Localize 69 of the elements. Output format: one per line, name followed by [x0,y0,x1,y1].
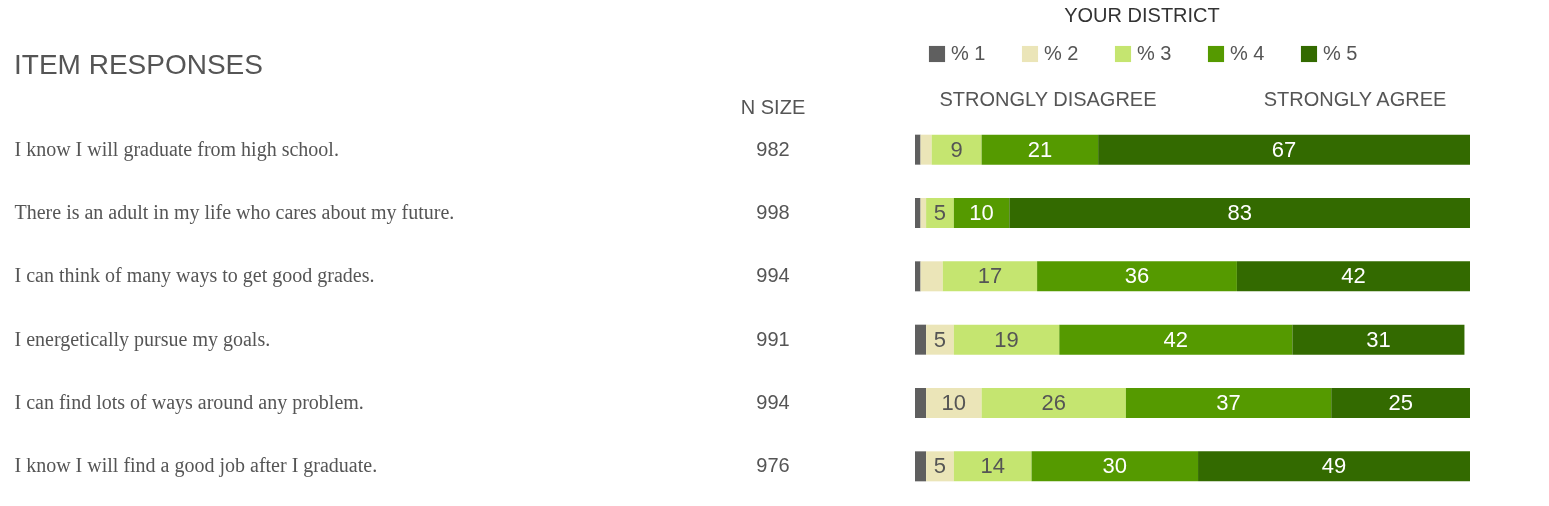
legend-label: % 2 [1044,42,1079,64]
text: STRONGLY AGREE [1263,88,1447,110]
text: 976 [756,454,790,477]
data-label: 10 [941,390,967,415]
bar [953,451,1032,482]
bar [981,388,1126,418]
text: 982 [756,137,790,160]
bar [915,198,921,228]
data-label: 31 [1366,326,1391,352]
data-label: 30 [1102,453,1128,479]
data-label: 25 [1388,390,1413,415]
data-label: 37 [1216,390,1241,415]
legend-title: YOUR DISTRICT [1064,4,1220,26]
data-label: 36 [1124,263,1150,289]
data-label: 19 [994,326,1019,352]
bar [915,388,927,418]
data-label: 9 [950,136,963,162]
data-label: 10 [969,200,994,225]
bar [920,198,927,228]
data-label: 21 [1027,136,1053,162]
data-label: 42 [1163,326,1189,352]
text: STRONGLY DISAGREE [939,88,1157,110]
bar [1098,134,1470,165]
bar [1031,451,1199,482]
bar [926,388,982,418]
legend-label: % 3 [1137,42,1172,64]
text: 998 [756,201,790,223]
data-label: 5 [933,200,947,225]
data-label: 14 [980,453,1005,479]
data-label: 17 [977,263,1003,289]
legend-label: % 5 [1323,42,1358,64]
bar [953,324,1060,355]
text: 991 [756,327,790,350]
bar [915,451,927,482]
bar [1331,388,1470,418]
text: N SIZE [740,96,806,118]
bar [931,134,982,165]
data-label: 5 [933,453,947,479]
y-tick-label: I energetically pursue my goals. [14,327,271,351]
bar [915,261,921,292]
data-label: 49 [1321,453,1347,479]
bar [1059,324,1293,355]
bar [981,134,1099,165]
bar [1009,198,1470,228]
data-label: 26 [1041,390,1066,415]
legend-label: % 4 [1230,42,1265,64]
bar [915,324,927,355]
bar [920,261,943,292]
text: ITEM RESPONSES [14,49,263,80]
data-label: 67 [1271,136,1297,162]
bar [1198,451,1470,482]
bar [1236,261,1470,292]
y-tick-label: I can find lots of ways around any problem. [14,391,364,414]
y-tick-label: I know I will find a good job after I graduate. [14,454,378,478]
data-label: 42 [1341,263,1366,289]
text: 994 [756,391,790,413]
bar [1125,388,1332,418]
y-tick-label: I can think of many ways to get good grades. [14,264,375,288]
bar [920,134,932,165]
bar [942,261,1038,292]
data-label: 5 [933,326,947,352]
bar [915,134,921,165]
y-tick-label: There is an adult in my life who cares about my future. [14,201,455,224]
y-tick-label: I know I will graduate from high school. [14,137,339,161]
bar [1292,324,1465,355]
text: 994 [756,264,790,287]
legend-label: % 1 [951,42,986,64]
data-label: 83 [1227,200,1252,225]
bar [1037,261,1237,292]
